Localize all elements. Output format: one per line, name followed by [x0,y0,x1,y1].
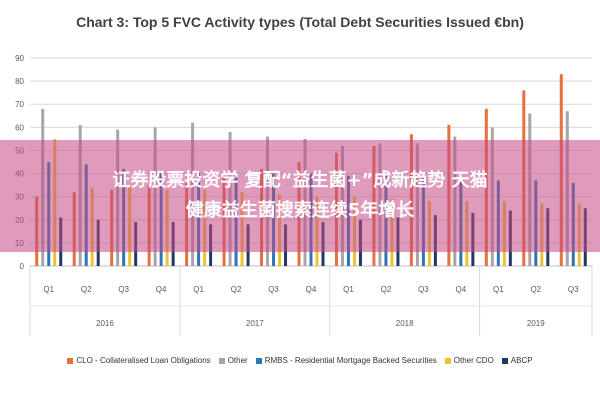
x-tick-label: Q1 [493,285,504,294]
overlay-banner [0,140,600,252]
y-tick-label: 60 [15,123,24,132]
x-tick-label: Q1 [193,285,204,294]
overlay-text: 证券股票投资学 复配“益生菌+”成新趋势 天猫 健康益生菌搜索连续5年增长 [0,166,600,226]
legend-item-clo: CLO - Collateralised Loan Obligations [67,356,211,365]
legend-label-clo: CLO - Collateralised Loan Obligations [76,356,211,365]
legend-label-abcp: ABCP [510,356,533,365]
legend-swatch-rmbs [255,357,262,364]
legend-item-other: Other [218,356,248,365]
legend-swatch-other [218,357,225,364]
x-tick-label: Q3 [268,285,279,294]
legend-swatch-other-cdo [444,357,451,364]
x-tick-label: Q3 [418,285,429,294]
x-tick-label: Q2 [231,285,242,294]
x-tick-label: Q1 [43,285,54,294]
legend-swatch-abcp [501,357,508,364]
year-label: 2016 [96,319,114,328]
x-tick-label: Q4 [306,285,317,294]
year-label: 2018 [396,319,414,328]
legend-item-abcp: ABCP [501,356,533,365]
legend-label-rmbs: RMBS - Residential Mortgage Backed Secur… [264,356,437,365]
y-tick-label: 70 [15,100,24,109]
y-tick-label: 90 [15,54,24,63]
overlay-line-1: 证券股票投资学 复配“益生菌+”成新趋势 天猫 [112,170,488,191]
x-tick-label: Q4 [456,285,467,294]
year-label: 2019 [527,319,545,328]
legend-swatch-clo [67,357,74,364]
overlay-line-2: 健康益生菌搜索连续5年增长 [185,200,415,221]
x-tick-label: Q2 [81,285,92,294]
x-tick-label: Q3 [118,285,129,294]
legend-item-other-cdo: Other CDO [444,356,494,365]
x-tick-label: Q4 [156,285,167,294]
x-tick-label: Q3 [568,285,579,294]
chart-title: Chart 3: Top 5 FVC Activity types (Total… [76,14,524,30]
year-label: 2017 [246,319,264,328]
y-tick-label: 0 [20,262,25,271]
y-tick-label: 80 [15,77,24,86]
x-tick-label: Q2 [530,285,541,294]
x-tick-label: Q1 [343,285,354,294]
x-tick-label: Q2 [381,285,392,294]
legend-item-rmbs: RMBS - Residential Mortgage Backed Secur… [255,356,437,365]
legend-label-other: Other [227,356,248,365]
chart-legend: CLO - Collateralised Loan Obligations Ot… [0,356,600,365]
legend-label-other-cdo: Other CDO [453,356,494,365]
